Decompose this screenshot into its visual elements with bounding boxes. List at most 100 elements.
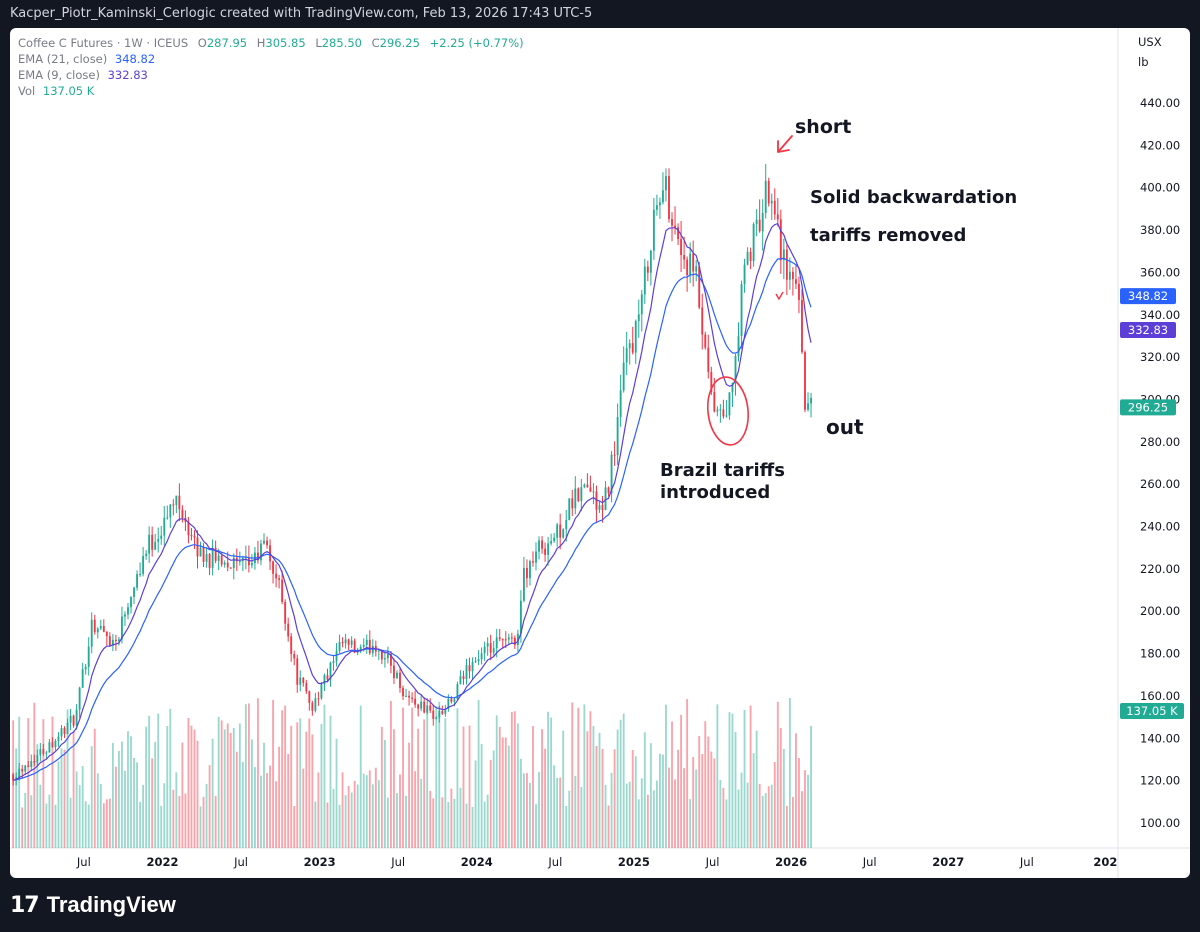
volume-bar (668, 767, 670, 848)
volume-bar (260, 775, 262, 848)
volume-bar (746, 782, 749, 848)
candle-body (668, 176, 670, 220)
volume-bar (707, 736, 710, 848)
volume-bar (598, 732, 601, 848)
ema21-label[interactable]: EMA (21, close) (18, 52, 108, 66)
price-chart[interactable]: 440.00 420.00 400.00 380.00 360.00 340.00 320.… (10, 28, 1190, 878)
annotation-tariffs-removed: tariffs removed (810, 225, 966, 246)
volume-bar (791, 796, 794, 848)
candle-body (695, 266, 698, 272)
candle-body (767, 180, 770, 204)
volume-bar (498, 726, 501, 848)
volume-bar (801, 791, 803, 848)
candle-body (731, 383, 734, 393)
candle-body (187, 521, 190, 536)
candle-body (477, 659, 480, 662)
volume-bar (432, 798, 435, 848)
candle-body (202, 547, 205, 562)
y-tick-label: 320.00 (1140, 350, 1180, 364)
volume-bar (102, 803, 105, 848)
candle-body (226, 562, 229, 568)
candle-body (779, 219, 782, 261)
volume-bar (495, 715, 498, 848)
measure-unit[interactable]: lb (1138, 55, 1149, 69)
volume-bar (272, 699, 275, 848)
candle-body (798, 283, 800, 301)
change-value: +2.25 (+0.77%) (429, 36, 524, 50)
volume-bar (574, 775, 577, 848)
symbol-title[interactable]: Coffee C Futures · 1W · ICEUS (18, 36, 189, 50)
volume-bar (257, 698, 259, 848)
candle-body (519, 600, 522, 634)
volume-bar (172, 789, 175, 848)
annotation-brazil-line2: introduced (660, 482, 770, 503)
last-price-tag (1120, 399, 1176, 416)
volume-bar (417, 728, 420, 848)
volume-label[interactable]: Vol (18, 84, 36, 98)
volume-bar (235, 751, 238, 848)
candle-body (637, 314, 640, 322)
candle-body (411, 697, 414, 699)
candle-body (662, 190, 664, 203)
volume-bar (399, 774, 401, 848)
volume-bar (151, 758, 154, 848)
candle-body (640, 294, 643, 315)
candle-body (99, 626, 102, 629)
candle-body (102, 626, 105, 632)
y-tick-label: 380.00 (1140, 223, 1180, 237)
currency-unit[interactable]: USX (1138, 35, 1162, 49)
volume-bar (133, 757, 135, 848)
check-mark-icon (775, 291, 784, 301)
candle-body (474, 661, 477, 663)
volume-bar (368, 770, 371, 848)
volume-bar (266, 773, 268, 848)
candle-body (462, 676, 465, 680)
ema9-line (12, 222, 812, 781)
volume-bar (314, 801, 317, 848)
volume-bar (767, 786, 770, 848)
candle-body (84, 666, 87, 670)
volume-bar (205, 783, 208, 848)
volume-bar (287, 753, 290, 848)
candle-body (193, 535, 196, 538)
volume-bar (631, 749, 634, 848)
candle-body (556, 524, 559, 538)
candle-body (380, 650, 383, 660)
volume-bar (190, 725, 193, 848)
volume-bar (99, 784, 102, 848)
candle-body (728, 392, 731, 416)
ema21-price-tag-text: 348.82 (1128, 289, 1168, 303)
volume-bar (148, 715, 151, 848)
candle-body (344, 639, 347, 644)
candle-body (513, 637, 516, 645)
candle-body (598, 505, 601, 510)
candle-body (737, 336, 740, 357)
volume-bar (229, 733, 232, 848)
candle-body (734, 356, 737, 384)
ema9-label[interactable]: EMA (9, close) (18, 68, 100, 82)
candle-body (105, 631, 108, 637)
volume-bar (81, 766, 84, 848)
volume-bar (54, 804, 57, 848)
volume-bar (51, 716, 54, 848)
volume-bar (111, 742, 114, 848)
candle-body (450, 698, 453, 702)
volume-bar (220, 720, 223, 848)
candle-body (791, 271, 794, 280)
volume-bar (435, 706, 438, 848)
volume-bar (492, 750, 495, 848)
candle-body (196, 537, 199, 557)
candle-body (553, 537, 556, 542)
volume-bar (740, 772, 743, 848)
volume-bar (127, 731, 129, 848)
candle-body (281, 579, 284, 602)
candle-body (90, 619, 93, 647)
volume-bar (580, 786, 583, 848)
unit-selector[interactable]: USX lb (1128, 32, 1182, 76)
volume-bar (199, 806, 202, 848)
candle-body (646, 266, 649, 273)
volume-bar (643, 732, 646, 848)
candle-body (807, 403, 809, 410)
candle-body (574, 488, 577, 509)
candle-body (689, 253, 692, 276)
